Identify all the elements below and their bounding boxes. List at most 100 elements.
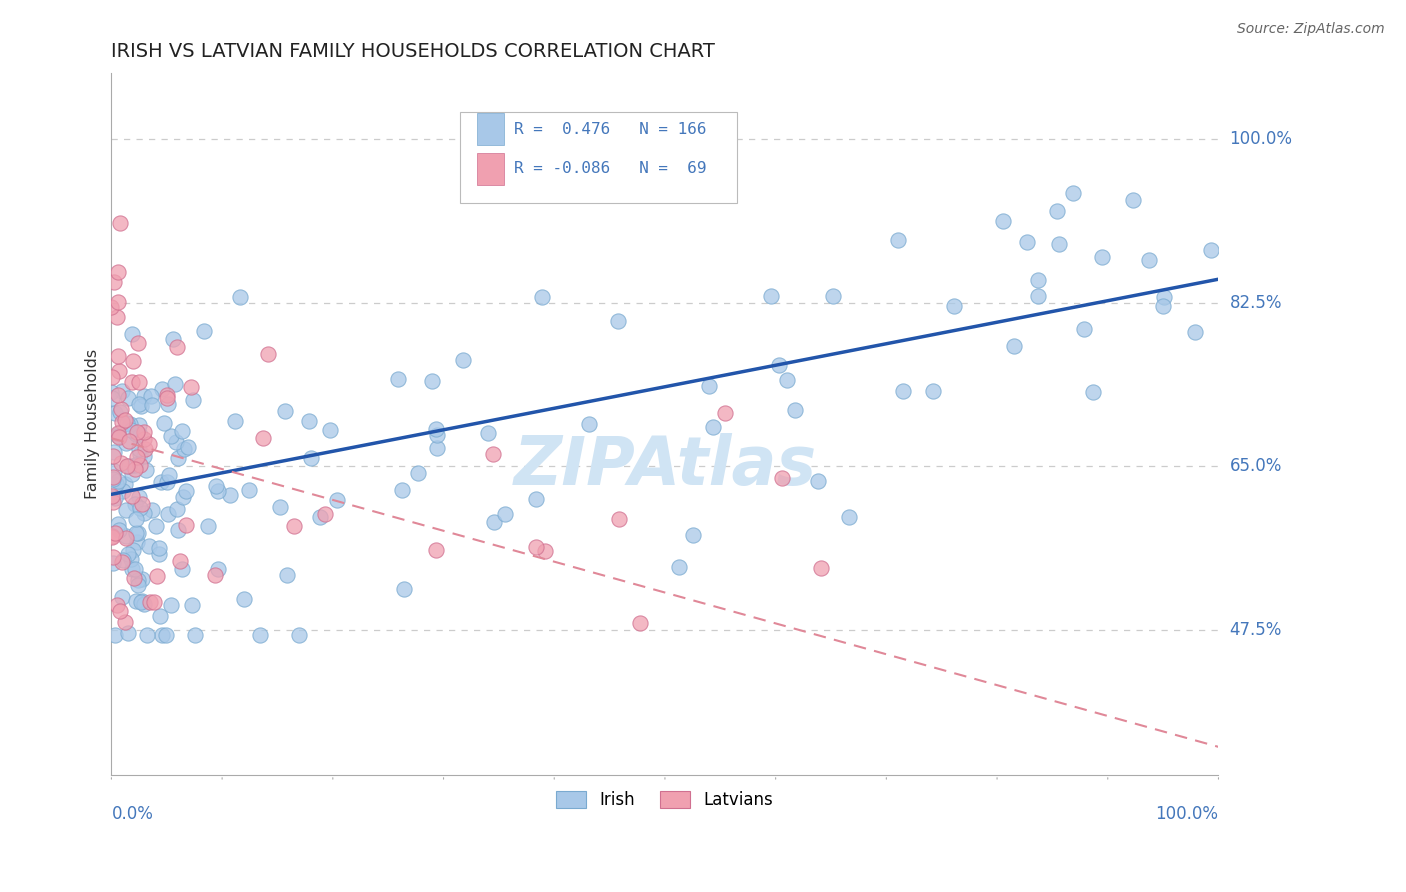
Point: [107, 310, 129, 325]
Point: [477, 426, 499, 441]
Point: [118, 458, 141, 473]
Point: [100, 530, 122, 544]
Point: [101, 449, 124, 463]
Text: R =  0.476   N = 166: R = 0.476 N = 166: [515, 121, 707, 136]
Point: [481, 447, 503, 461]
Point: [153, 416, 176, 430]
Point: [783, 402, 806, 417]
Point: [128, 458, 150, 472]
Point: [810, 561, 832, 575]
Y-axis label: Family Households: Family Households: [86, 349, 100, 500]
Point: [101, 369, 124, 384]
Point: [173, 442, 195, 457]
Point: [114, 503, 136, 517]
Point: [224, 414, 246, 428]
Point: [118, 434, 141, 448]
Point: [107, 294, 129, 309]
Point: [134, 425, 156, 439]
Point: [1047, 236, 1070, 251]
Point: [107, 516, 129, 531]
Point: [135, 463, 157, 477]
Point: [121, 467, 143, 482]
Point: [131, 498, 153, 512]
Point: [125, 425, 148, 440]
Point: [139, 595, 162, 609]
Point: [131, 572, 153, 586]
Point: [134, 449, 156, 463]
Point: [111, 483, 134, 498]
Point: [124, 462, 146, 476]
Text: 100.0%: 100.0%: [1156, 805, 1219, 823]
Point: [1153, 290, 1175, 304]
Point: [1081, 384, 1104, 399]
Point: [180, 379, 202, 393]
Point: [387, 372, 409, 386]
Point: [104, 405, 127, 419]
Point: [141, 389, 163, 403]
Point: [129, 595, 152, 609]
Point: [1026, 273, 1049, 287]
Point: [578, 417, 600, 432]
Point: [233, 591, 256, 606]
Point: [166, 340, 188, 354]
Point: [128, 375, 150, 389]
Point: [129, 501, 152, 516]
Point: [114, 477, 136, 491]
Point: [606, 314, 628, 328]
Point: [807, 474, 830, 488]
Point: [1139, 252, 1161, 267]
Point: [118, 417, 141, 432]
Point: [1017, 235, 1039, 249]
Point: [112, 553, 135, 567]
Point: [1046, 204, 1069, 219]
Point: [131, 594, 153, 608]
Point: [761, 288, 783, 302]
Point: [107, 425, 129, 440]
Point: [533, 544, 555, 558]
Point: [156, 475, 179, 489]
Point: [288, 627, 311, 641]
Point: [122, 354, 145, 368]
Point: [249, 627, 271, 641]
Point: [1062, 186, 1084, 200]
Point: [129, 399, 152, 413]
Text: 65.0%: 65.0%: [1230, 458, 1282, 475]
Point: [1201, 243, 1223, 257]
Point: [138, 436, 160, 450]
Point: [425, 422, 447, 436]
Point: [1184, 326, 1206, 340]
Point: [121, 562, 143, 576]
Point: [105, 598, 128, 612]
Point: [181, 393, 204, 408]
Point: [107, 388, 129, 402]
Point: [115, 531, 138, 545]
Point: [150, 627, 173, 641]
Point: [607, 512, 630, 526]
Point: [1091, 250, 1114, 264]
Point: [104, 627, 127, 641]
Point: [100, 300, 122, 314]
Point: [697, 379, 720, 393]
Point: [702, 419, 724, 434]
Point: [453, 353, 475, 368]
Point: [426, 441, 449, 455]
Point: [107, 428, 129, 442]
Point: [110, 405, 132, 419]
Point: [207, 562, 229, 576]
Legend: Irish, Latvians: Irish, Latvians: [550, 784, 780, 815]
Point: [114, 435, 136, 450]
Point: [101, 470, 124, 484]
Point: [150, 382, 173, 396]
FancyBboxPatch shape: [460, 112, 737, 203]
Point: [172, 491, 194, 505]
Point: [134, 597, 156, 611]
Point: [108, 216, 131, 230]
Point: [114, 615, 136, 629]
Point: [101, 495, 124, 509]
Point: [104, 476, 127, 491]
Point: [101, 550, 124, 565]
Point: [160, 598, 183, 612]
Point: [204, 568, 226, 582]
Bar: [477, 113, 505, 145]
Point: [125, 426, 148, 441]
